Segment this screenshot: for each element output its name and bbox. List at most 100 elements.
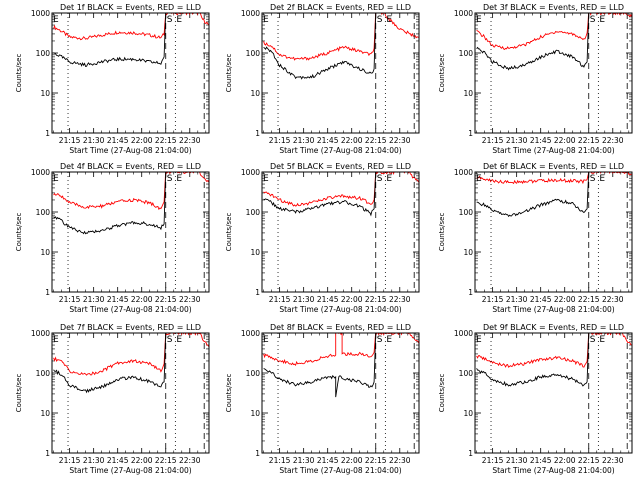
- x-tick-label: 22:15: [365, 456, 387, 465]
- x-tick-label: 22:00: [131, 295, 153, 304]
- x-tick-label: 22:30: [389, 295, 411, 304]
- marker-label: E: [386, 335, 392, 345]
- y-tick-label: 1000: [241, 168, 260, 177]
- x-tick-label: 21:15: [59, 295, 81, 304]
- x-tick-label: 21:15: [59, 456, 81, 465]
- events-series-line: [476, 172, 590, 218]
- plot-area: [53, 172, 209, 235]
- x-tick-label: 21:15: [269, 295, 291, 304]
- chart-panel: Det 8f BLACK = Events, RED = LLD Counts/s…: [225, 323, 420, 475]
- marker-label: S: [590, 335, 596, 345]
- x-tick-label: 22:00: [341, 136, 363, 145]
- y-axis-label: Counts/sec: [438, 54, 446, 93]
- marker-label: S: [377, 174, 383, 184]
- x-tick-label: 21:45: [317, 456, 339, 465]
- x-tick-label: 22:15: [365, 295, 387, 304]
- y-tick-label: 10: [40, 409, 50, 418]
- x-tick-label: 22:00: [341, 456, 363, 465]
- lld-series-line: [53, 172, 209, 211]
- events-series-line: [53, 333, 167, 394]
- chart-title: Det 3f BLACK = Events, RED = LLD: [483, 3, 624, 12]
- y-axis-label: Counts/sec: [15, 213, 23, 252]
- plot-area: [476, 172, 632, 218]
- lld-series-line: [263, 172, 419, 207]
- x-tick-label: 22:15: [155, 456, 177, 465]
- plot-area: [263, 333, 419, 398]
- x-tick-label: 21:30: [83, 136, 105, 145]
- x-tick-label: 21:45: [107, 295, 129, 304]
- x-tick-label: 21:30: [83, 295, 105, 304]
- x-tick-label: 21:45: [317, 295, 339, 304]
- y-tick-label: 10: [250, 248, 260, 257]
- y-tick-label: 1: [468, 288, 473, 297]
- y-tick-label: 10: [463, 248, 473, 257]
- chart-panel: Det 5f BLACK = Events, RED = LLD Counts/s…: [225, 162, 420, 314]
- x-tick-label: 22:00: [341, 295, 363, 304]
- x-tick-label: 21:30: [506, 456, 528, 465]
- chart-title: Det 2f BLACK = Events, RED = LLD: [270, 3, 411, 12]
- corner-label: E: [476, 15, 482, 25]
- chart-title: Det 1f BLACK = Events, RED = LLD: [60, 3, 201, 12]
- chart-title: Det 5f BLACK = Events, RED = LLD: [270, 162, 411, 171]
- y-tick-label: 100: [246, 49, 261, 58]
- x-tick-label: 22:00: [554, 295, 576, 304]
- x-tick-label: 22:30: [389, 456, 411, 465]
- y-axis-label: Counts/sec: [438, 374, 446, 413]
- y-tick-label: 1000: [241, 329, 260, 338]
- y-tick-label: 1: [255, 449, 260, 458]
- plot-frame: [474, 332, 633, 454]
- y-tick-label: 100: [459, 49, 474, 58]
- x-tick-label: 22:15: [155, 295, 177, 304]
- marker-label: E: [599, 15, 605, 25]
- plot-frame: [51, 171, 210, 293]
- plot-frame: [261, 332, 420, 454]
- marker-label: S: [167, 174, 173, 184]
- chart-panel: Det 2f BLACK = Events, RED = LLD Counts/s…: [225, 3, 420, 155]
- corner-label: E: [476, 174, 482, 184]
- marker-label: E: [176, 335, 182, 345]
- x-tick-label: 22:30: [389, 136, 411, 145]
- chart-panel: Det 4f BLACK = Events, RED = LLD Counts/s…: [15, 162, 210, 314]
- y-tick-label: 1: [45, 288, 50, 297]
- x-tick-label: 22:15: [578, 456, 600, 465]
- y-tick-label: 1: [468, 449, 473, 458]
- y-tick-label: 10: [250, 409, 260, 418]
- y-tick-label: 1: [468, 129, 473, 138]
- x-tick-label: 21:45: [530, 456, 552, 465]
- y-tick-label: 10: [40, 248, 50, 257]
- marker-label: S: [167, 335, 173, 345]
- marker-label: S: [377, 15, 383, 25]
- chart-title: Det 7f BLACK = Events, RED = LLD: [60, 323, 201, 332]
- y-axis-label: Counts/sec: [438, 213, 446, 252]
- x-tick-label: 21:15: [482, 295, 504, 304]
- y-tick-label: 100: [36, 208, 51, 217]
- marker-label: S: [590, 15, 596, 25]
- y-tick-label: 1: [45, 449, 50, 458]
- plot-area: [476, 13, 632, 71]
- y-tick-label: 100: [459, 369, 474, 378]
- marker-label: E: [386, 174, 392, 184]
- y-tick-label: 1000: [454, 9, 473, 18]
- x-tick-label: 21:30: [293, 295, 315, 304]
- marker-label: E: [386, 15, 392, 25]
- y-tick-label: 1000: [31, 9, 50, 18]
- x-axis-label: Start Time (27-Aug-08 21:04:00): [492, 146, 614, 155]
- x-tick-label: 21:30: [293, 456, 315, 465]
- corner-label: E: [53, 174, 59, 184]
- x-axis-label: Start Time (27-Aug-08 21:04:00): [492, 305, 614, 314]
- x-axis-label: Start Time (27-Aug-08 21:04:00): [279, 466, 401, 475]
- chart-panel: Det 9f BLACK = Events, RED = LLD Counts/s…: [438, 323, 633, 475]
- chart-panel: Det 3f BLACK = Events, RED = LLD Counts/s…: [438, 3, 633, 155]
- lld-series-line: [53, 13, 209, 41]
- y-tick-label: 10: [40, 89, 50, 98]
- marker-label: S: [590, 174, 596, 184]
- chart-title: Det 4f BLACK = Events, RED = LLD: [60, 162, 201, 171]
- x-tick-label: 22:00: [131, 456, 153, 465]
- y-axis-label: Counts/sec: [225, 54, 233, 93]
- events-series-line: [53, 13, 167, 68]
- corner-label: E: [53, 15, 59, 25]
- y-tick-label: 1000: [454, 329, 473, 338]
- x-axis-label: Start Time (27-Aug-08 21:04:00): [279, 146, 401, 155]
- x-tick-label: 22:00: [554, 456, 576, 465]
